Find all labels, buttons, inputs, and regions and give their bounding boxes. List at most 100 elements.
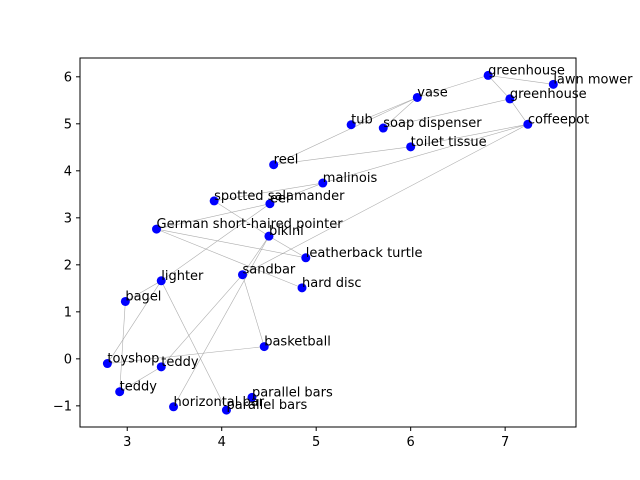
edge-28 bbox=[273, 97, 418, 165]
data-point-3 bbox=[412, 92, 422, 102]
data-point-21 bbox=[156, 362, 166, 372]
y-tick-label-5: 4 bbox=[64, 164, 72, 179]
edge-23 bbox=[107, 280, 162, 364]
point-label-7: toilet tissue bbox=[411, 135, 487, 150]
edge-22 bbox=[125, 280, 162, 302]
point-label-21: teddy bbox=[161, 355, 199, 370]
y-tick-label-0: −1 bbox=[53, 399, 72, 414]
points-layer bbox=[102, 70, 558, 415]
edge-12 bbox=[156, 203, 270, 230]
point-label-6: coffeepot bbox=[528, 112, 589, 127]
point-label-24: horizontal bar bbox=[174, 395, 265, 410]
data-point-13 bbox=[264, 231, 274, 241]
edge-2 bbox=[417, 75, 489, 98]
edge-11 bbox=[269, 182, 323, 204]
point-label-22: teddy bbox=[120, 380, 158, 395]
edge-15 bbox=[242, 124, 528, 275]
data-point-16 bbox=[237, 270, 247, 280]
edge-1 bbox=[487, 75, 511, 100]
point-label-12: German short-haired pointer bbox=[157, 217, 344, 232]
data-point-12 bbox=[152, 224, 162, 234]
edge-3 bbox=[351, 97, 418, 126]
point-label-25: parallel bars bbox=[226, 398, 307, 413]
point-label-16: sandbar bbox=[242, 263, 295, 278]
data-point-17 bbox=[297, 283, 307, 293]
data-point-14 bbox=[301, 253, 311, 263]
point-label-13: bikini bbox=[269, 224, 304, 239]
data-point-18 bbox=[120, 296, 130, 306]
point-label-11: eel bbox=[270, 192, 290, 207]
point-label-8: reel bbox=[274, 153, 299, 168]
edge-17 bbox=[213, 200, 270, 237]
point-label-1: lawn mower bbox=[553, 72, 633, 87]
data-point-23 bbox=[247, 392, 257, 402]
data-point-19 bbox=[259, 342, 269, 352]
edge-16 bbox=[161, 203, 271, 282]
edge-9 bbox=[322, 123, 528, 184]
edge-0 bbox=[488, 75, 554, 85]
edge-18 bbox=[268, 235, 306, 259]
edges-layer bbox=[107, 75, 554, 411]
point-label-20: toyshop bbox=[107, 352, 159, 367]
y-tick-label-7: 6 bbox=[64, 70, 72, 85]
data-point-6 bbox=[523, 119, 533, 129]
data-point-25 bbox=[221, 405, 231, 415]
edge-13 bbox=[156, 228, 306, 259]
data-point-4 bbox=[346, 120, 356, 130]
edge-6 bbox=[509, 98, 529, 125]
edge-10 bbox=[214, 182, 323, 202]
point-label-10: spotted salamander bbox=[214, 189, 345, 204]
data-point-22 bbox=[115, 387, 125, 397]
x-tick-label-4: 7 bbox=[501, 435, 509, 450]
x-tick-label-3: 6 bbox=[407, 435, 415, 450]
data-point-24 bbox=[169, 402, 179, 412]
edge-25 bbox=[107, 346, 265, 364]
x-tick-label-2: 5 bbox=[312, 435, 320, 450]
point-label-9: malinois bbox=[323, 171, 378, 186]
point-label-5: soap dispenser bbox=[383, 116, 482, 131]
edge-14 bbox=[156, 228, 303, 289]
edge-21 bbox=[161, 274, 243, 368]
point-label-3: vase bbox=[417, 85, 447, 100]
x-tick-label-0: 3 bbox=[123, 435, 131, 450]
edge-24 bbox=[119, 301, 126, 392]
y-tick-label-1: 0 bbox=[64, 352, 72, 367]
point-label-15: lighter bbox=[161, 269, 204, 284]
x-tick-label-1: 4 bbox=[218, 435, 226, 450]
data-point-0 bbox=[483, 70, 493, 80]
data-point-5 bbox=[378, 123, 388, 133]
data-point-11 bbox=[265, 199, 275, 209]
edge-4 bbox=[383, 97, 418, 129]
point-label-4: tub bbox=[351, 113, 373, 128]
data-point-7 bbox=[406, 142, 416, 152]
edge-26 bbox=[160, 280, 227, 411]
data-point-1 bbox=[548, 79, 558, 89]
data-point-20 bbox=[102, 359, 112, 369]
point-label-23: parallel bars bbox=[252, 385, 333, 400]
point-label-14: leatherback turtle bbox=[306, 246, 423, 261]
data-point-9 bbox=[318, 178, 328, 188]
plot-frame bbox=[79, 57, 577, 428]
data-point-15 bbox=[156, 276, 166, 286]
data-point-10 bbox=[209, 196, 219, 206]
edge-19 bbox=[242, 235, 270, 275]
x-axis-ticks: 3 4 5 6 7 bbox=[123, 427, 509, 450]
edge-27 bbox=[173, 236, 270, 407]
point-label-19: basketball bbox=[264, 335, 331, 350]
edge-20 bbox=[242, 274, 265, 347]
y-tick-label-3: 2 bbox=[64, 258, 72, 273]
point-label-0: greenhouse bbox=[488, 63, 565, 78]
point-label-18: bagel bbox=[125, 289, 161, 304]
y-tick-label-2: 1 bbox=[64, 305, 72, 320]
point-label-17: hard disc bbox=[302, 276, 362, 291]
y-tick-label-6: 5 bbox=[64, 117, 72, 132]
edge-29 bbox=[119, 366, 162, 393]
point-label-2: greenhouse bbox=[510, 87, 587, 102]
y-tick-label-4: 3 bbox=[64, 211, 72, 226]
edge-8 bbox=[273, 146, 411, 166]
data-point-8 bbox=[269, 160, 279, 170]
y-axis-ticks: −1 0 1 2 3 4 5 6 bbox=[53, 70, 80, 414]
edge-5 bbox=[383, 98, 510, 129]
